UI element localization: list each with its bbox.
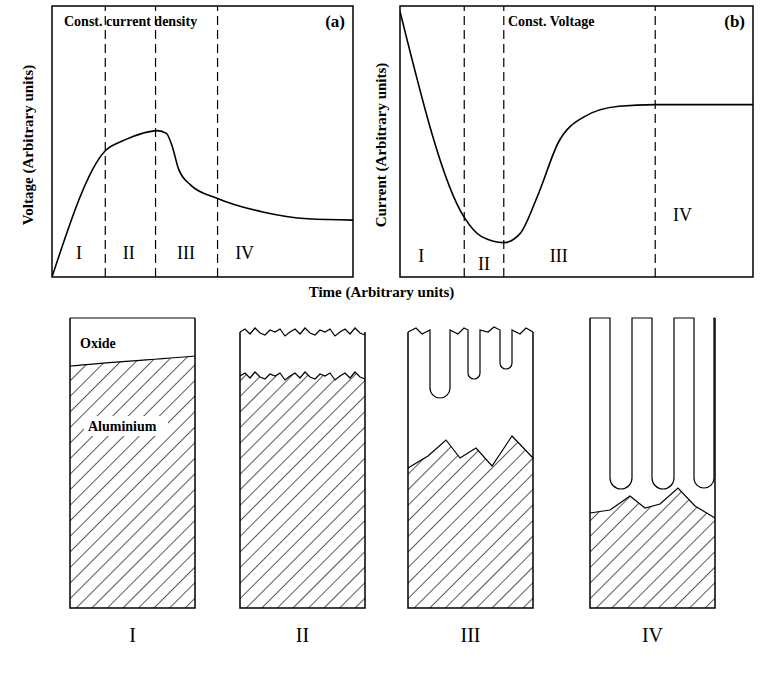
html-text:(a): (a): [325, 12, 345, 31]
svg-text:I: I: [418, 246, 424, 266]
html-text:(b): (b): [724, 12, 745, 31]
svg-text:II: II: [478, 254, 490, 274]
svg-text:Aluminium: Aluminium: [88, 419, 157, 434]
html-text:Const. current density: Const. current density: [64, 14, 198, 29]
svg-text:II: II: [296, 624, 309, 646]
svg-text:I: I: [129, 624, 136, 646]
svg-text:III: III: [461, 624, 481, 646]
svg-text:Oxide: Oxide: [80, 336, 116, 351]
html-text:Time (Arbitrary units): Time (Arbitrary units): [308, 284, 455, 300]
svg-text:IV: IV: [673, 205, 692, 225]
html-text:Const. Voltage: Const. Voltage: [508, 14, 595, 29]
svg-text:III: III: [550, 246, 568, 266]
html-text:Voltage (Arbitrary units): Voltage (Arbitrary units): [19, 64, 36, 226]
html-text:Current (Arbitrary units): Current (Arbitrary units): [372, 62, 389, 228]
svg-text:I: I: [76, 243, 82, 263]
svg-text:II: II: [123, 243, 135, 263]
svg-text:IV: IV: [235, 243, 254, 263]
svg-text:IV: IV: [642, 624, 664, 646]
svg-text:III: III: [177, 243, 195, 263]
